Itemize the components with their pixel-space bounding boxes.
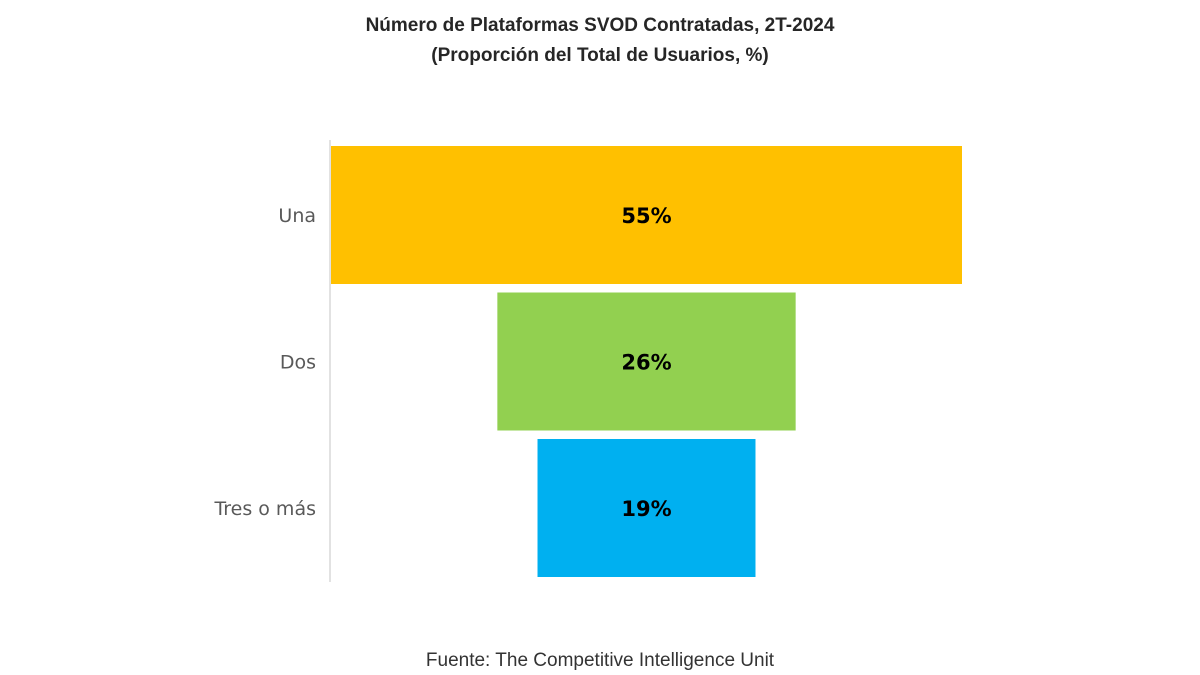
- source-note: Fuente: The Competitive Intelligence Uni…: [425, 650, 775, 671]
- data-label-3: 19%: [621, 497, 671, 521]
- funnel-bar-2: [497, 292, 796, 431]
- funnel-bar-1: [331, 146, 962, 284]
- chart-subtitle: (Proporción del Total de Usuarios, %): [431, 45, 769, 66]
- data-label-2: 26%: [621, 351, 671, 375]
- data-label-1: 55%: [621, 204, 671, 228]
- category-label-2: Dos: [280, 352, 316, 374]
- category-label-1: Una: [278, 205, 316, 227]
- chart-title: Número de Plataformas SVOD Contratadas, …: [365, 15, 835, 36]
- category-label-3: Tres o más: [213, 498, 316, 520]
- funnel-bar-3: [537, 439, 756, 577]
